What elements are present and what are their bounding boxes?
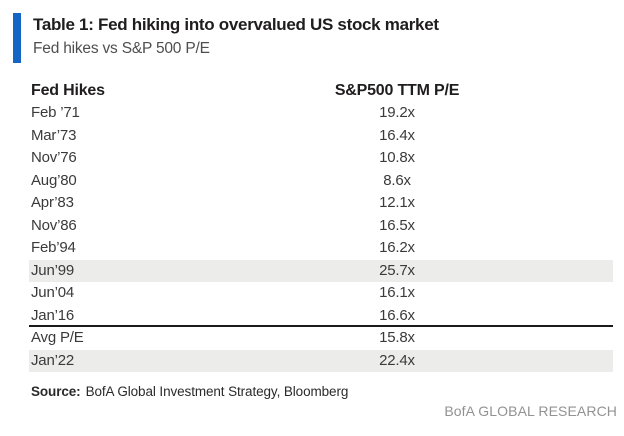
row-label: Aug’80: [31, 171, 77, 189]
row-label: Jun’99: [31, 261, 75, 279]
table-row: Jan’22 22.4x: [29, 349, 613, 372]
table-row: Nov’76 10.8x: [29, 147, 613, 170]
source-text: BofA Global Investment Strategy, Bloombe…: [85, 384, 349, 399]
source-label: Source:: [31, 384, 81, 399]
table-row: Jun’04 16.1x: [29, 282, 613, 305]
table-row: Avg P/E 15.8x: [29, 327, 613, 350]
table-row: Feb’94 16.2x: [29, 237, 613, 260]
title-accent-bar: [13, 13, 21, 63]
row-label: Nov’86: [31, 216, 77, 234]
row-value: 8.6x: [383, 171, 411, 189]
table-row: Nov’86 16.5x: [29, 215, 613, 238]
page-title: Table 1: Fed hiking into overvalued US s…: [33, 15, 439, 34]
row-label: Feb’94: [31, 239, 76, 256]
source-line: Source: BofA Global Investment Strategy, …: [31, 384, 348, 399]
table-row: Apr’83 12.1x: [29, 192, 613, 215]
row-value: 12.1x: [379, 194, 415, 211]
row-label: Jan’22: [31, 351, 75, 369]
table-row: Jan’16 16.6x: [29, 305, 613, 327]
table-row: Feb ’71 19.2x: [29, 102, 613, 125]
row-label: Jun’04: [31, 284, 75, 301]
row-value: 15.8x: [379, 329, 415, 346]
table-body: Feb ’71 19.2x Mar’73 16.4x Nov’76 10.8x …: [29, 102, 613, 372]
row-value: 16.4x: [379, 126, 415, 144]
table-row: Mar’73 16.4x: [29, 125, 613, 148]
row-value: 16.2x: [379, 239, 415, 256]
page-subtitle: Fed hikes vs S&P 500 P/E: [33, 40, 210, 57]
column-header-fed-hikes: Fed Hikes: [31, 82, 105, 99]
row-value: 16.1x: [379, 284, 415, 301]
row-value: 16.6x: [379, 306, 415, 324]
row-label: Mar’73: [31, 126, 77, 144]
row-value: 25.7x: [379, 261, 415, 279]
pe-table: Fed Hikes S&P500 TTM P/E Feb ’71 19.2x M…: [29, 79, 613, 372]
row-label: Nov’76: [31, 149, 77, 166]
row-value: 16.5x: [379, 216, 415, 234]
row-value: 10.8x: [379, 149, 415, 166]
row-label: Apr’83: [31, 194, 74, 211]
row-value: 19.2x: [379, 104, 415, 121]
table-header-row: Fed Hikes S&P500 TTM P/E: [29, 79, 613, 102]
table-row: Jun’99 25.7x: [29, 259, 613, 282]
row-label: Avg P/E: [31, 329, 84, 346]
table-row: Aug’80 8.6x: [29, 170, 613, 193]
row-label: Feb ’71: [31, 104, 80, 121]
row-label: Jan’16: [31, 306, 75, 324]
bofa-global-research-branding: BofA GLOBAL RESEARCH: [444, 403, 617, 419]
row-value: 22.4x: [379, 351, 415, 369]
column-header-sp500-ttm-pe: S&P500 TTM P/E: [334, 82, 460, 99]
